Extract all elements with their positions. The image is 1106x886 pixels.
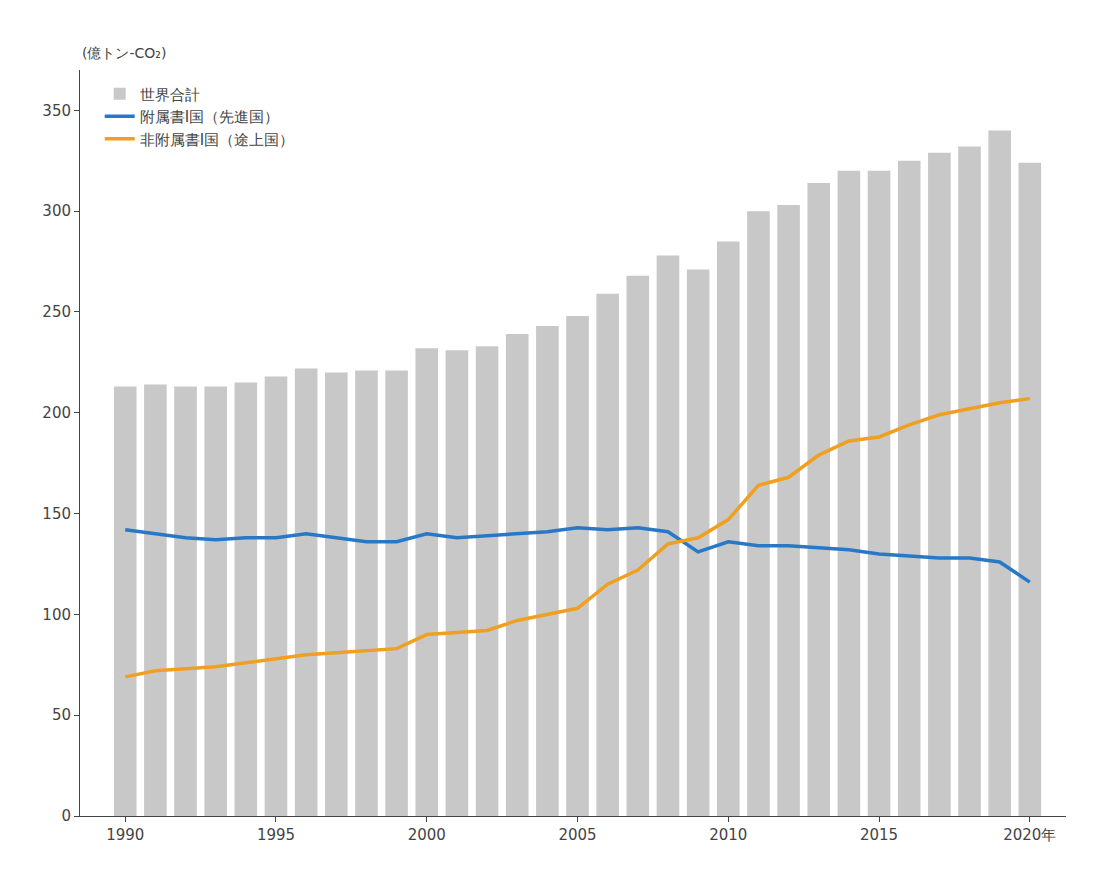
svg-text:0: 0 (61, 807, 71, 825)
svg-text:350: 350 (42, 102, 71, 120)
svg-text:150: 150 (42, 505, 71, 523)
svg-text:250: 250 (42, 303, 71, 321)
svg-text:(億トン-CO₂): (億トン-CO₂) (82, 45, 166, 61)
svg-text:200: 200 (42, 404, 71, 422)
svg-text:2015: 2015 (860, 826, 898, 844)
svg-text:2005: 2005 (558, 826, 596, 844)
svg-text:非附属書Ⅰ国（途上国）: 非附属書Ⅰ国（途上国） (140, 131, 294, 149)
svg-text:2000: 2000 (408, 826, 446, 844)
svg-text:2010: 2010 (709, 826, 747, 844)
svg-text:1995: 1995 (257, 826, 295, 844)
svg-text:100: 100 (42, 606, 71, 624)
svg-text:1990: 1990 (106, 826, 144, 844)
svg-text:附属書Ⅰ国（先進国）: 附属書Ⅰ国（先進国） (140, 108, 279, 126)
svg-text:2020年: 2020年 (1003, 826, 1056, 844)
svg-text:世界合計: 世界合計 (140, 86, 200, 104)
svg-text:300: 300 (42, 202, 71, 220)
svg-text:50: 50 (52, 706, 71, 724)
